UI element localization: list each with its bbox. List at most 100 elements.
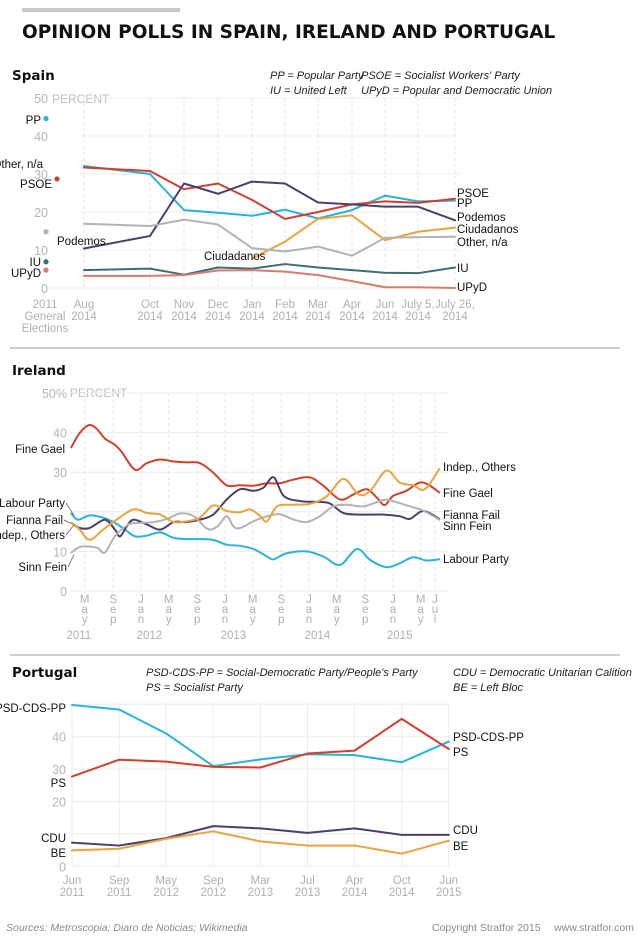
spain-baseline-label-pp: PP [26, 115, 42, 127]
portugal-start-label-cdu: CDU [41, 833, 66, 845]
portugal-x-label: Sep [203, 875, 223, 887]
spain-series-label-other-n-a: Other, n/a [457, 237, 508, 249]
portugal-x-label: 2015 [436, 887, 462, 899]
ireland-start-label-fianna-fail: Fianna Fail [6, 515, 63, 527]
ireland-x-tick-letter: u [432, 604, 438, 616]
ireland-x-tick-letter: J [306, 594, 312, 606]
spain-x-label: Mar [308, 299, 328, 311]
ireland-x-tick-letter: S [277, 594, 285, 606]
portugal-x-label: 2014 [389, 887, 415, 899]
spain-series-podemos [83, 180, 456, 250]
ireland-x-tick-letter: M [332, 594, 342, 606]
portugal-x-label: 2013 [295, 887, 321, 899]
ireland-leader-line [65, 502, 75, 516]
spain-heading: Spain [12, 68, 55, 84]
ireland-x-tick-letter: a [417, 604, 424, 616]
ireland-year-label: 2015 [387, 630, 413, 642]
portugal-heading: Portugal [12, 665, 77, 681]
spain-x-label: Aug [74, 299, 94, 311]
spain-y-tick: 0 [41, 282, 48, 296]
portugal-series-label-cdu: CDU [453, 825, 478, 837]
portugal-x-label: Mar [250, 875, 270, 887]
spain-series-label-ciudadanos: Ciudadanos [457, 224, 519, 236]
ireland-leader-line [65, 524, 75, 536]
portugal-x-label: Oct [393, 875, 412, 887]
spain-inline-label-podemos: Podemos [57, 236, 106, 248]
ireland-x-tick-letter: a [81, 604, 88, 616]
ireland-series-fianna-fail [70, 476, 441, 538]
ireland-x-tick-letter: a [306, 604, 313, 616]
ireland-year-label: 2014 [305, 630, 331, 642]
portugal-x-label: 2014 [342, 887, 368, 899]
portugal-x-label: Jul [300, 875, 315, 887]
spain-x-label-baseline: 2011 [33, 299, 58, 311]
ireland-start-label-sinn-fein: Sinn Fein [18, 562, 67, 574]
spain-series-upyd [83, 269, 456, 289]
title-accent-bar [22, 8, 180, 12]
spain-x-label: Apr [343, 299, 361, 311]
spain-legend-iu: IU = United Left [270, 85, 348, 97]
portugal-x-label: Jun [440, 875, 459, 887]
portugal-legend-ps: PS = Socialist Party [146, 682, 244, 694]
portugal-series-label-be: BE [453, 841, 469, 853]
spain-x-label: Nov [174, 299, 195, 311]
ireland-start-label-labour-party: Labour Party [0, 498, 65, 510]
portugal-x-label: 2012 [153, 887, 179, 899]
ireland-x-tick-letter: a [138, 604, 145, 616]
ireland-x-tick-letter: e [362, 604, 368, 616]
ireland-y-tick: 0 [60, 585, 67, 599]
ireland-x-tick-letter: M [416, 594, 426, 606]
ireland-x-tick-letter: p [110, 614, 116, 626]
ireland-x-tick-letter: n [306, 614, 312, 626]
spain-chart: Spain PP = Popular Party IU = United Lef… [0, 68, 552, 335]
spain-baseline-label-upyd: UPyD [11, 268, 41, 280]
portugal-series-cdu [71, 825, 450, 847]
spain-x-label: Jun [376, 299, 395, 311]
ireland-x-tick-letter: a [222, 604, 229, 616]
portugal-series-psd-cds-pp [71, 703, 450, 768]
ireland-year-label: 2011 [66, 630, 91, 642]
ireland-series-fine-gael [70, 423, 441, 507]
portugal-x-label: 2012 [201, 887, 227, 899]
portugal-legend-be: BE = Left Bloc [453, 682, 524, 694]
spain-x-label: 2014 [205, 311, 231, 323]
portugal-series-be [71, 830, 450, 855]
ireland-y-tick: 30 [53, 466, 67, 480]
spain-2011-point-other-n-a [43, 229, 49, 235]
ireland-x-tick-letter: e [194, 604, 200, 616]
spain-y-tick: 50 [34, 92, 48, 106]
portugal-legend-cdu: CDU = Democratic Unitarian Calition [453, 667, 632, 679]
spain-series-label-pp: PP [457, 198, 473, 210]
spain-series-other-n-a [83, 218, 456, 257]
portugal-series-ps [71, 717, 450, 778]
ireland-x-tick-letter: n [222, 614, 228, 626]
ireland-x-tick-letter: J [222, 594, 228, 606]
ireland-x-tick-letter: J [432, 594, 438, 606]
ireland-start-label-indep-others: Indep., Others [0, 530, 65, 542]
ireland-x-tick-letter: n [390, 614, 396, 626]
page-title: OPINION POLLS IN SPAIN, IRELAND AND PORT… [22, 22, 556, 43]
spain-x-label: Oct [141, 299, 160, 311]
spain-x-label: July 26, [435, 299, 475, 311]
spain-legend-pp: PP = Popular Party [270, 70, 365, 82]
spain-y-tick: 40 [34, 130, 48, 144]
ireland-x-tick-letter: y [418, 614, 424, 626]
ireland-x-tick-letter: a [165, 604, 172, 616]
website-link[interactable]: www.stratfor.com [553, 922, 634, 934]
ireland-leader-line [67, 554, 75, 568]
spain-y-tick: 20 [34, 206, 48, 220]
ireland-y-tick: 40 [53, 427, 67, 441]
ireland-x-tick-letter: p [194, 614, 200, 626]
ireland-series-label-fianna-fail: Fianna Fail [443, 510, 500, 522]
spain-x-label: 2014 [339, 311, 365, 323]
portugal-y-tick: 0 [59, 860, 66, 874]
